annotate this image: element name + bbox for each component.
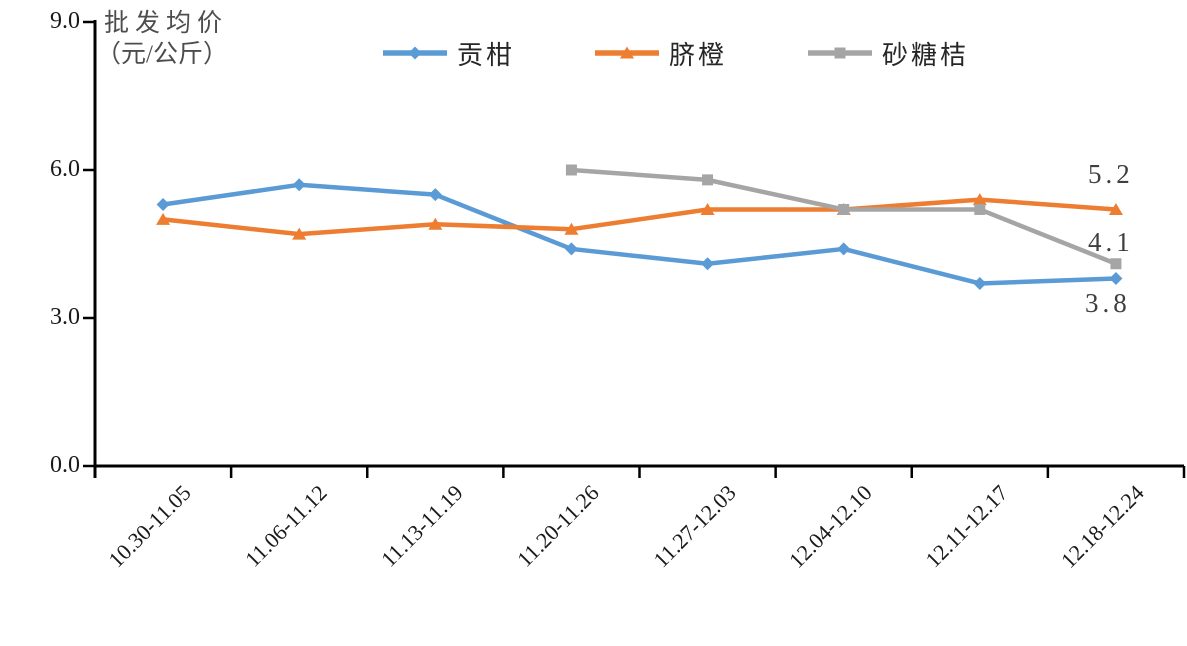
y-tick-label-0: 0.0 bbox=[50, 452, 80, 478]
diamond-marker-icon bbox=[292, 178, 306, 192]
series-line-0 bbox=[160, 182, 1119, 286]
end-value-label-shatangju: 4.1 bbox=[1088, 227, 1134, 257]
diamond-marker-icon bbox=[973, 276, 987, 290]
y-tick-label-3: 3.0 bbox=[50, 304, 80, 330]
y-tick-label-9: 9.0 bbox=[50, 8, 80, 34]
end-value-label-gonggan: 3.8 bbox=[1085, 288, 1131, 318]
square-marker-icon bbox=[702, 174, 714, 186]
square-marker-icon bbox=[974, 203, 986, 215]
legend-diamond-icon bbox=[408, 46, 422, 60]
diamond-marker-icon bbox=[428, 188, 442, 202]
diamond-marker-icon bbox=[701, 257, 715, 271]
y-axis-title: 批发均价 （元/公斤） bbox=[96, 8, 228, 70]
triangle-marker-icon bbox=[972, 193, 987, 206]
legend-item-qicheng: 脐橙 bbox=[595, 36, 727, 70]
legend-square-marker-icon bbox=[808, 45, 872, 61]
legend-label-shatangju: 砂糖桔 bbox=[882, 40, 970, 70]
legend-label-qicheng: 脐橙 bbox=[669, 40, 728, 70]
triangle-marker-icon bbox=[564, 222, 579, 235]
y-axis-title-line2: （元/公斤） bbox=[96, 41, 228, 68]
square-marker-icon bbox=[565, 164, 577, 176]
square-marker-icon bbox=[838, 203, 850, 215]
legend-item-shatangju: 砂糖桔 bbox=[808, 36, 969, 70]
legend: 贡柑 脐橙 砂糖桔 bbox=[0, 36, 1187, 70]
square-marker-icon bbox=[1110, 258, 1122, 270]
triangle-marker-icon bbox=[1108, 202, 1123, 215]
legend-item-gonggan: 贡柑 bbox=[383, 36, 515, 70]
legend-triangle-marker-icon bbox=[595, 45, 659, 61]
triangle-marker-icon bbox=[156, 212, 171, 225]
triangle-marker-icon bbox=[428, 217, 443, 230]
diamond-marker-icon bbox=[564, 242, 578, 256]
triangle-marker-icon bbox=[292, 227, 307, 240]
diamond-marker-icon bbox=[837, 242, 851, 256]
y-axis-title-line1: 批发均价 bbox=[104, 10, 229, 37]
legend-diamond-marker-icon bbox=[383, 45, 447, 61]
triangle-marker-icon bbox=[700, 202, 715, 215]
legend-label-gonggan: 贡柑 bbox=[457, 40, 516, 70]
diamond-marker-icon bbox=[156, 198, 170, 212]
diamond-marker-icon bbox=[1109, 272, 1123, 286]
y-tick-label-6: 6.0 bbox=[50, 156, 80, 182]
end-value-label-qicheng: 5.2 bbox=[1088, 159, 1134, 189]
legend-triangle-icon bbox=[620, 46, 634, 59]
series-line-1 bbox=[160, 197, 1119, 237]
legend-square-icon bbox=[834, 47, 846, 59]
